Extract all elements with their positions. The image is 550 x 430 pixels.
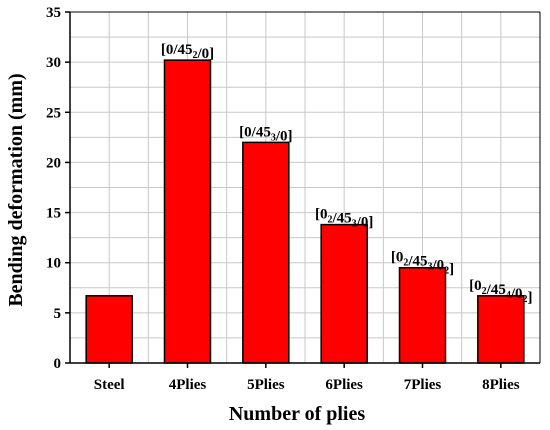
bar-annotations: [0/452/0] [0/453/0] [02/453/0] [02/453/02] […	[161, 42, 533, 306]
y-tick-labels: 0 5 10 15 20 25 30 35	[46, 5, 61, 372]
bars-group	[85, 59, 525, 364]
bar-annotation: [02/454/02]	[469, 278, 532, 306]
y-axis-title: Bending deformation (mm)	[5, 73, 27, 306]
grid-lines	[69, 11, 541, 364]
x-tick-label: 6Plies	[325, 377, 363, 393]
y-tick-label: 20	[46, 155, 61, 171]
x-tick-label: Steel	[94, 377, 125, 393]
x-axis-title: Number of plies	[229, 403, 366, 425]
bar-6plies	[320, 223, 368, 364]
bar-7plies	[398, 266, 447, 364]
x-tick-label: 5Plies	[247, 377, 285, 393]
y-tick-label: 25	[46, 105, 61, 121]
x-tick-label: 7Plies	[404, 377, 442, 393]
x-tick-label: 4Plies	[169, 377, 207, 393]
y-tick-label: 30	[46, 55, 61, 71]
y-tick-label: 5	[54, 306, 62, 322]
y-tick-label: 15	[46, 206, 61, 222]
x-tick-labels: Steel 4Plies 5Plies 6Plies 7Plies 8Plies	[94, 377, 520, 393]
bar-8plies	[477, 295, 525, 364]
bar-4plies	[163, 59, 212, 364]
y-tick-label: 35	[46, 5, 61, 21]
axes-group	[65, 11, 541, 368]
bar-annotation: [0/452/0]	[161, 42, 214, 62]
bar-5plies	[242, 141, 290, 364]
bar-annotation: [02/453/0]	[315, 207, 373, 231]
y-tick-label: 0	[54, 356, 62, 372]
x-tick-label: 8Plies	[482, 377, 520, 393]
bar-annotation: [0/453/0]	[239, 124, 292, 144]
bar-steel	[85, 295, 133, 364]
bar-annotation: [02/453/02]	[391, 250, 454, 278]
y-tick-label: 10	[46, 256, 61, 272]
